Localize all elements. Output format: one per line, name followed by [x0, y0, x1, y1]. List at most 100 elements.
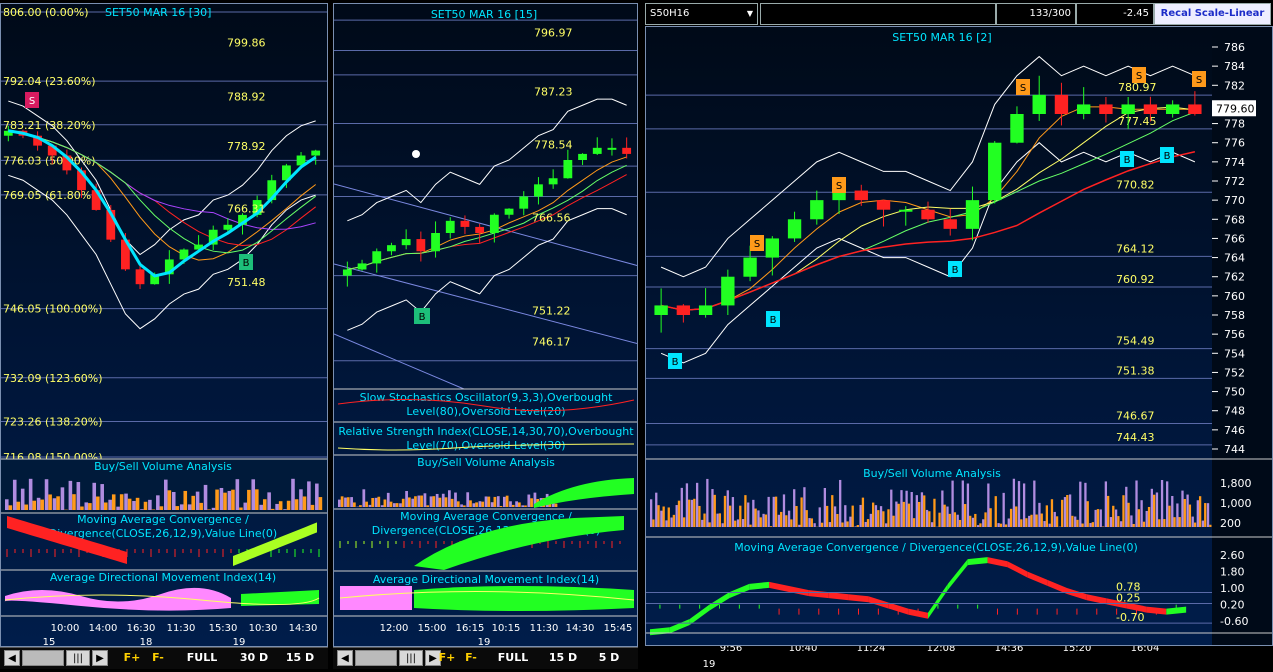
- axis-tick: 764: [1224, 252, 1245, 265]
- volume-bar: [890, 489, 893, 527]
- volume-bar: [140, 509, 144, 510]
- volume-bar: [925, 509, 929, 527]
- pane1-toolbar: ◀ ||| ▶ F+ F- FULL 30 D 15 D: [0, 647, 328, 669]
- volume-bar: [1076, 519, 1079, 527]
- volume-bar: [259, 504, 263, 510]
- macd-ribbon: [7, 516, 13, 530]
- volume-bar: [359, 505, 362, 507]
- volume-bar: [813, 523, 816, 527]
- macd-ribbon: [1027, 571, 1048, 586]
- range-15d-button[interactable]: 15 D: [285, 651, 315, 664]
- time-label: 16:30: [127, 623, 156, 634]
- trend-line: [334, 333, 465, 390]
- axis-tick: 762: [1224, 271, 1245, 284]
- ma-line: [347, 164, 627, 270]
- volume-bar: [1055, 516, 1059, 527]
- macd-ribbon: [281, 534, 287, 547]
- volume-bar: [52, 498, 57, 510]
- volume-bar: [1120, 521, 1123, 527]
- symbol-select[interactable]: S50H16 ▼: [645, 3, 758, 25]
- volume-bar: [999, 523, 1003, 527]
- chart-pane-15[interactable]: SET50 MAR 16 [15] 796.97 787.23 778.54 766.5…: [333, 3, 638, 647]
- scroll-right-button[interactable]: ▶: [425, 650, 441, 666]
- pane3-svg: 7867847827807787767747727707687667647627…: [646, 27, 1272, 645]
- volume-bar: [435, 493, 439, 507]
- volume-bar: [441, 493, 445, 507]
- macd-ribbon: [967, 557, 988, 566]
- range-15d-button[interactable]: 15 D: [548, 651, 578, 664]
- volume-bar: [411, 498, 415, 507]
- scroll-right-button[interactable]: ▶: [92, 650, 108, 666]
- fib-label: 783.21 (38.20%): [3, 119, 96, 132]
- volume-bar: [505, 495, 509, 507]
- macd-ribbon: [55, 530, 61, 545]
- scroll-track[interactable]: [22, 650, 64, 666]
- zoom-out-button[interactable]: F-: [465, 651, 477, 664]
- macd-label: 0.25: [1116, 591, 1141, 604]
- scroll-left-button[interactable]: ◀: [4, 650, 20, 666]
- price-candle: [965, 200, 980, 229]
- macd-ribbon: [263, 541, 269, 554]
- price-candle: [876, 200, 891, 210]
- chart-pane-2[interactable]: 7867847827807787767747727707687667647627…: [645, 26, 1273, 646]
- price-candle: [654, 305, 668, 315]
- price-label: 788.92: [227, 91, 266, 104]
- volume-bar: [951, 480, 954, 527]
- macd-ribbon: [1086, 594, 1107, 605]
- volume-bar: [795, 506, 798, 527]
- chart-pane-30[interactable]: 806.00 (0.00%) 792.04 (23.60%) 783.21 (38.…: [0, 3, 328, 647]
- macd-ribbon: [121, 550, 127, 564]
- range-30d-button[interactable]: 30 D: [239, 651, 269, 664]
- time-label: 14:30: [289, 623, 318, 634]
- price-candle: [3, 130, 13, 136]
- volume-bar: [1122, 495, 1125, 527]
- volume-bar: [1171, 495, 1174, 527]
- volume-bar: [706, 478, 709, 527]
- volume-bar: [108, 499, 112, 510]
- volume-tick: 1,800: [1220, 477, 1252, 490]
- volume-bar: [920, 492, 924, 527]
- range-full-button[interactable]: FULL: [186, 651, 218, 664]
- volume-bar: [1163, 519, 1166, 527]
- volume-bar: [974, 513, 977, 527]
- price-axis-bg: [1212, 27, 1272, 645]
- volume-bar: [1081, 523, 1084, 527]
- price-candle: [534, 184, 543, 197]
- volume-bar: [772, 496, 775, 527]
- macd-tick: 1.00: [1220, 582, 1245, 595]
- volume-bar: [917, 501, 921, 527]
- pane1-svg: 806.00 (0.00%) 792.04 (23.60%) 783.21 (38.…: [1, 6, 327, 646]
- volume-bar: [1022, 483, 1026, 527]
- volume-bar: [135, 497, 140, 510]
- volume-bar: [1038, 502, 1041, 527]
- volume-bar: [344, 497, 347, 507]
- scroll-thumb[interactable]: |||: [399, 650, 423, 666]
- volume-bar: [5, 499, 9, 510]
- macd-ribbon: [299, 527, 305, 540]
- price-candle: [854, 190, 868, 201]
- volume-bar: [731, 497, 735, 527]
- price-candle: [519, 196, 529, 209]
- zoom-out-button[interactable]: F-: [152, 651, 164, 664]
- chevron-down-icon[interactable]: ▼: [746, 9, 753, 18]
- macd-tick: 0.20: [1220, 599, 1245, 612]
- scroll-thumb[interactable]: |||: [66, 650, 90, 666]
- zoom-in-button[interactable]: F+: [123, 651, 141, 664]
- volume-bar: [1048, 523, 1051, 527]
- scroll-track[interactable]: [355, 650, 397, 666]
- bollinger-lower: [347, 208, 627, 331]
- volume-bar: [310, 504, 315, 510]
- volume-bar: [769, 526, 773, 527]
- volume-bar: [143, 501, 148, 510]
- zoom-in-button[interactable]: F+: [438, 651, 456, 664]
- scroll-left-button[interactable]: ◀: [337, 650, 353, 666]
- time-label: 10:15: [492, 623, 521, 634]
- price-candle: [607, 147, 617, 150]
- recal-scale-button[interactable]: Recal Scale-Linear: [1154, 3, 1271, 25]
- volume-bar: [670, 517, 673, 527]
- range-5d-button[interactable]: 5 D: [598, 651, 620, 664]
- range-full-button[interactable]: FULL: [497, 651, 529, 664]
- macd-ribbon: [650, 627, 670, 636]
- time-label: 10:30: [249, 623, 278, 634]
- buy-signal: B: [672, 357, 679, 368]
